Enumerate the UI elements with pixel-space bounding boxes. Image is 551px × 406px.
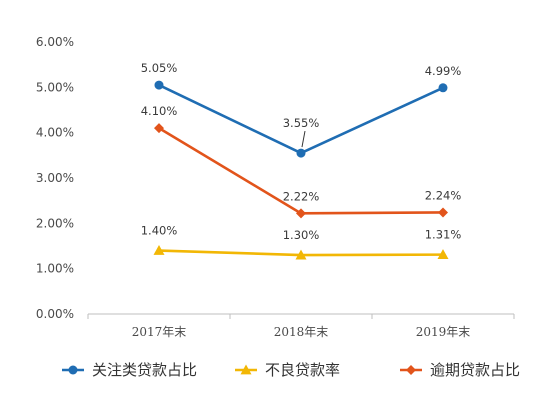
y-tick-label: 5.00% bbox=[36, 80, 74, 94]
data-label: 4.99% bbox=[425, 64, 462, 78]
x-tick-label: 2017年末 bbox=[132, 325, 187, 339]
data-point-marker bbox=[295, 249, 307, 260]
data-point-marker bbox=[438, 207, 448, 218]
y-tick-label: 2.00% bbox=[36, 216, 74, 230]
legend: 关注类贷款占比 不良贷款率 逾期贷款占比 bbox=[62, 361, 520, 379]
data-point-marker bbox=[153, 245, 165, 255]
data-label: 5.05% bbox=[141, 61, 178, 75]
data-point-marker bbox=[296, 148, 306, 158]
y-tick-label: 4.00% bbox=[36, 126, 74, 140]
data-label: 4.10% bbox=[141, 104, 178, 118]
y-tick-label: 6.00% bbox=[36, 35, 74, 49]
y-tick-label: 1.00% bbox=[36, 262, 74, 276]
y-tick-label: 0.00% bbox=[36, 307, 74, 321]
legend-label: 逾期贷款占比 bbox=[430, 361, 520, 379]
data-label: 1.31% bbox=[425, 228, 462, 242]
series-layer bbox=[153, 80, 449, 260]
data-label: 2.22% bbox=[283, 189, 320, 203]
legend-swatch-marker bbox=[240, 364, 252, 375]
data-point-marker bbox=[154, 123, 164, 134]
data-point-marker bbox=[296, 208, 306, 219]
legend-swatch-marker bbox=[406, 365, 416, 375]
data-point-marker bbox=[154, 80, 164, 90]
x-tick-label: 2018年末 bbox=[274, 325, 329, 339]
y-axis-ticks: 0.00% 1.00% 2.00% 3.00% 4.00% 5.00% 6.00% bbox=[36, 35, 74, 321]
data-label-leader bbox=[301, 130, 306, 148]
x-axis-ticks: 2017年末 2018年末 2019年末 bbox=[87, 314, 515, 339]
data-labels-layer: 5.05% 3.55% 4.99% 1.40% 1.30% 1.31% 4.10% 2.22%… bbox=[141, 61, 462, 242]
data-label: 1.30% bbox=[283, 228, 320, 242]
legend-label: 不良贷款率 bbox=[265, 361, 340, 379]
data-point-marker bbox=[437, 249, 449, 260]
data-label: 3.55% bbox=[283, 116, 320, 130]
data-point-marker bbox=[438, 83, 448, 93]
x-tick-label: 2019年末 bbox=[416, 325, 471, 339]
data-label: 1.40% bbox=[141, 224, 178, 238]
data-label: 2.24% bbox=[425, 188, 462, 202]
y-tick-label: 3.00% bbox=[36, 171, 74, 185]
legend-label: 关注类贷款占比 bbox=[92, 361, 197, 379]
legend-swatch-marker bbox=[68, 365, 78, 375]
